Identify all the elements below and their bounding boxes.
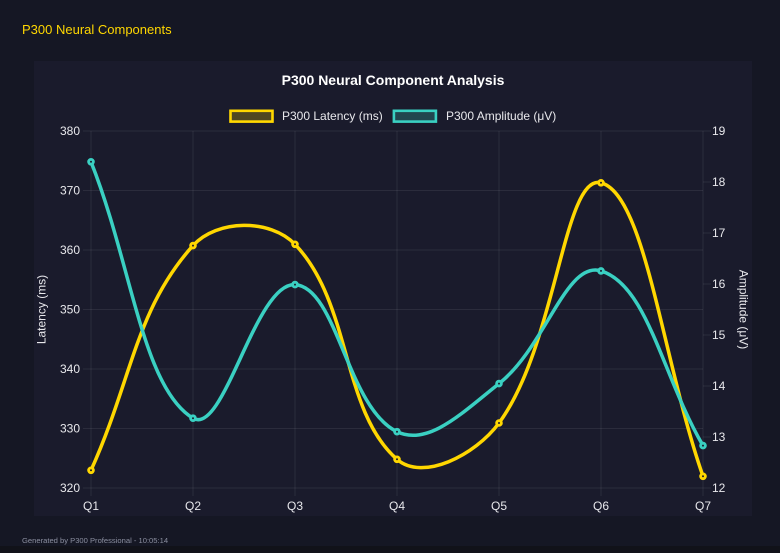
svg-text:18: 18 [712,175,726,189]
svg-text:Q1: Q1 [83,499,99,513]
svg-text:350: 350 [60,303,80,317]
svg-text:320: 320 [60,481,80,495]
svg-text:Q2: Q2 [185,499,201,513]
svg-text:330: 330 [60,422,80,436]
svg-text:13: 13 [712,430,726,444]
svg-text:12: 12 [712,481,726,495]
svg-text:19: 19 [712,124,726,138]
svg-text:360: 360 [60,243,80,257]
svg-text:Q3: Q3 [287,499,303,513]
svg-text:17: 17 [712,226,726,240]
svg-text:14: 14 [712,379,726,393]
svg-text:Q6: Q6 [593,499,609,513]
svg-text:380: 380 [60,124,80,138]
svg-text:Q5: Q5 [491,499,507,513]
svg-text:16: 16 [712,277,726,291]
svg-text:Amplitude (μV): Amplitude (μV) [737,270,751,350]
svg-text:15: 15 [712,328,726,342]
svg-text:340: 340 [60,362,80,376]
svg-text:Q4: Q4 [389,499,405,513]
svg-text:Q7: Q7 [695,499,711,513]
svg-text:P300 Neural Component Analysis: P300 Neural Component Analysis [282,72,505,88]
svg-text:P300 Latency (ms): P300 Latency (ms) [282,109,383,123]
svg-text:370: 370 [60,184,80,198]
svg-text:Latency (ms): Latency (ms) [35,275,49,344]
svg-text:P300 Amplitude (μV): P300 Amplitude (μV) [446,109,556,123]
